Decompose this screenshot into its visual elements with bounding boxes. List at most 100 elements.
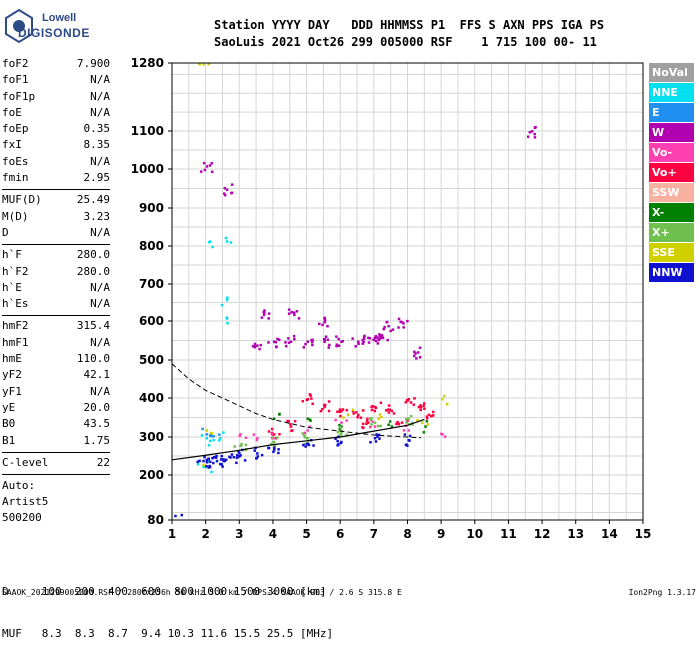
echo-point-nne bbox=[207, 444, 211, 447]
echo-point-w bbox=[367, 341, 371, 344]
echo-point-w bbox=[378, 333, 381, 336]
echo-point-voplus bbox=[286, 419, 289, 423]
echo-point-voplus bbox=[270, 431, 274, 435]
echo-point-nne bbox=[205, 437, 209, 440]
echo-point-voplus bbox=[289, 422, 292, 426]
echo-point-voplus bbox=[367, 421, 370, 424]
echo-point-w bbox=[368, 337, 372, 340]
echo-point-e bbox=[209, 434, 212, 437]
x-tick-label: 5 bbox=[302, 527, 310, 541]
echo-point-xplus bbox=[379, 424, 382, 428]
echo-point-nne bbox=[225, 298, 229, 302]
param-row: foEp 0.35 bbox=[2, 122, 110, 138]
echo-point-vominus bbox=[255, 438, 258, 442]
echo-point-w bbox=[284, 341, 287, 344]
echo-point-voplus bbox=[355, 411, 358, 414]
param-row: hmF1 N/A bbox=[2, 336, 110, 352]
echo-point-vominus bbox=[239, 433, 242, 436]
echo-point-w bbox=[322, 337, 326, 341]
echo-point-voplus bbox=[431, 414, 435, 417]
echo-point-sse bbox=[416, 418, 419, 422]
legend-item-sse: SSE bbox=[649, 243, 694, 262]
echo-point-nnw bbox=[212, 456, 216, 459]
param-row: foF2 7.900 bbox=[2, 57, 110, 73]
param-value: 20.0 bbox=[83, 400, 111, 414]
echo-point-w bbox=[276, 337, 279, 341]
echo-point-sse bbox=[202, 63, 205, 66]
echo-point-voplus bbox=[327, 400, 331, 403]
echo-point-xplus bbox=[244, 448, 247, 452]
echo-point-nnw bbox=[212, 461, 215, 465]
param-key: foEp bbox=[2, 122, 29, 136]
echo-point-xplus bbox=[369, 418, 373, 422]
echo-point-xplus bbox=[244, 447, 248, 451]
echo-point-voplus bbox=[373, 405, 377, 409]
param-key: h`F2 bbox=[2, 264, 29, 278]
echo-point-w bbox=[293, 313, 296, 317]
echo-point-xminus bbox=[422, 431, 426, 434]
echo-point-voplus bbox=[370, 408, 374, 412]
y-tick-label: 80 bbox=[147, 513, 164, 527]
echo-point-w bbox=[533, 132, 536, 136]
legend-item-ssw: SSW bbox=[649, 183, 694, 202]
echo-point-w bbox=[230, 191, 234, 195]
echo-point-vominus bbox=[256, 437, 259, 440]
echo-point-vominus bbox=[238, 434, 241, 438]
echo-point-w bbox=[251, 344, 255, 348]
echo-point-w bbox=[415, 357, 418, 360]
legend-item-w: W bbox=[649, 123, 694, 142]
echo-point-voplus bbox=[338, 410, 342, 414]
echo-point-w bbox=[323, 321, 326, 324]
echo-point-xminus bbox=[278, 412, 281, 416]
echo-point-xplus bbox=[408, 422, 411, 426]
x-tick-label: 7 bbox=[370, 527, 378, 541]
echo-point-vominus bbox=[345, 419, 348, 422]
echo-point-w bbox=[323, 340, 326, 343]
echo-point-vominus bbox=[369, 425, 372, 429]
echo-point-w bbox=[259, 343, 263, 347]
echo-point-voplus bbox=[431, 410, 435, 414]
echo-point-vominus bbox=[340, 421, 343, 424]
echo-point-w bbox=[323, 317, 326, 320]
echo-point-voplus bbox=[338, 408, 342, 411]
echo-point-voplus bbox=[370, 405, 373, 409]
echo-point-w bbox=[341, 339, 344, 343]
x-tick-label: 11 bbox=[500, 527, 517, 541]
echo-point-w bbox=[376, 336, 379, 339]
echo-point-nne bbox=[226, 321, 229, 325]
param-value: 280.0 bbox=[76, 248, 110, 262]
echo-point-w bbox=[277, 338, 281, 341]
echo-point-nnw bbox=[243, 459, 247, 462]
echo-point-xminus bbox=[424, 425, 427, 428]
echo-point-w bbox=[302, 346, 306, 349]
echo-point-w bbox=[326, 324, 329, 328]
echo-point-nne bbox=[203, 465, 207, 469]
echo-point-w bbox=[373, 336, 377, 340]
echo-point-voplus bbox=[327, 409, 331, 413]
echo-point-voplus bbox=[270, 427, 274, 431]
echo-point-nne bbox=[208, 439, 212, 443]
echo-point-nne bbox=[200, 434, 204, 437]
echo-point-nnw bbox=[273, 448, 276, 451]
echo-point-nne bbox=[196, 462, 200, 466]
echo-point-w bbox=[223, 193, 227, 197]
echo-point-w bbox=[374, 334, 378, 338]
param-value: N/A bbox=[90, 105, 110, 119]
echo-point-voplus bbox=[272, 433, 276, 436]
param-value: 315.4 bbox=[76, 319, 110, 333]
echo-point-w bbox=[533, 126, 537, 130]
echo-point-w bbox=[210, 170, 214, 174]
echo-point-w bbox=[290, 310, 293, 314]
param-value: 25.49 bbox=[76, 193, 110, 207]
echo-point-nnw bbox=[403, 433, 407, 436]
echo-point-voplus bbox=[340, 409, 343, 413]
echo-point-nne bbox=[210, 470, 213, 474]
echo-point-nnw bbox=[205, 458, 209, 462]
param-value: N/A bbox=[90, 280, 110, 294]
echo-point-xplus bbox=[336, 430, 340, 434]
echo-point-xplus bbox=[404, 417, 408, 421]
echo-point-nne bbox=[202, 465, 205, 468]
param-value: N/A bbox=[90, 225, 110, 239]
param-key: h`F bbox=[2, 248, 22, 262]
echo-point-w bbox=[418, 356, 422, 359]
